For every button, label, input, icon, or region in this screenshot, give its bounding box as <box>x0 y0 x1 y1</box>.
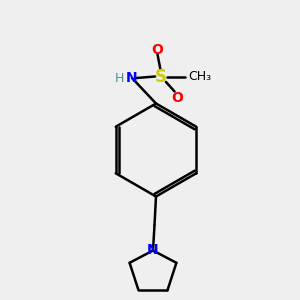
Text: O: O <box>152 43 164 56</box>
Text: O: O <box>172 91 184 104</box>
Text: N: N <box>147 244 159 257</box>
Text: H: H <box>115 71 124 85</box>
Text: CH₃: CH₃ <box>188 70 212 83</box>
Text: N: N <box>126 71 138 85</box>
Text: S: S <box>154 68 166 85</box>
